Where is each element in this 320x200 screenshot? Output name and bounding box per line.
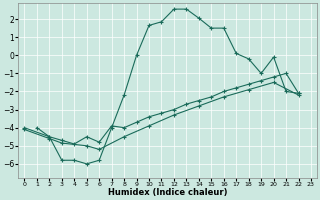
X-axis label: Humidex (Indice chaleur): Humidex (Indice chaleur) bbox=[108, 188, 228, 197]
